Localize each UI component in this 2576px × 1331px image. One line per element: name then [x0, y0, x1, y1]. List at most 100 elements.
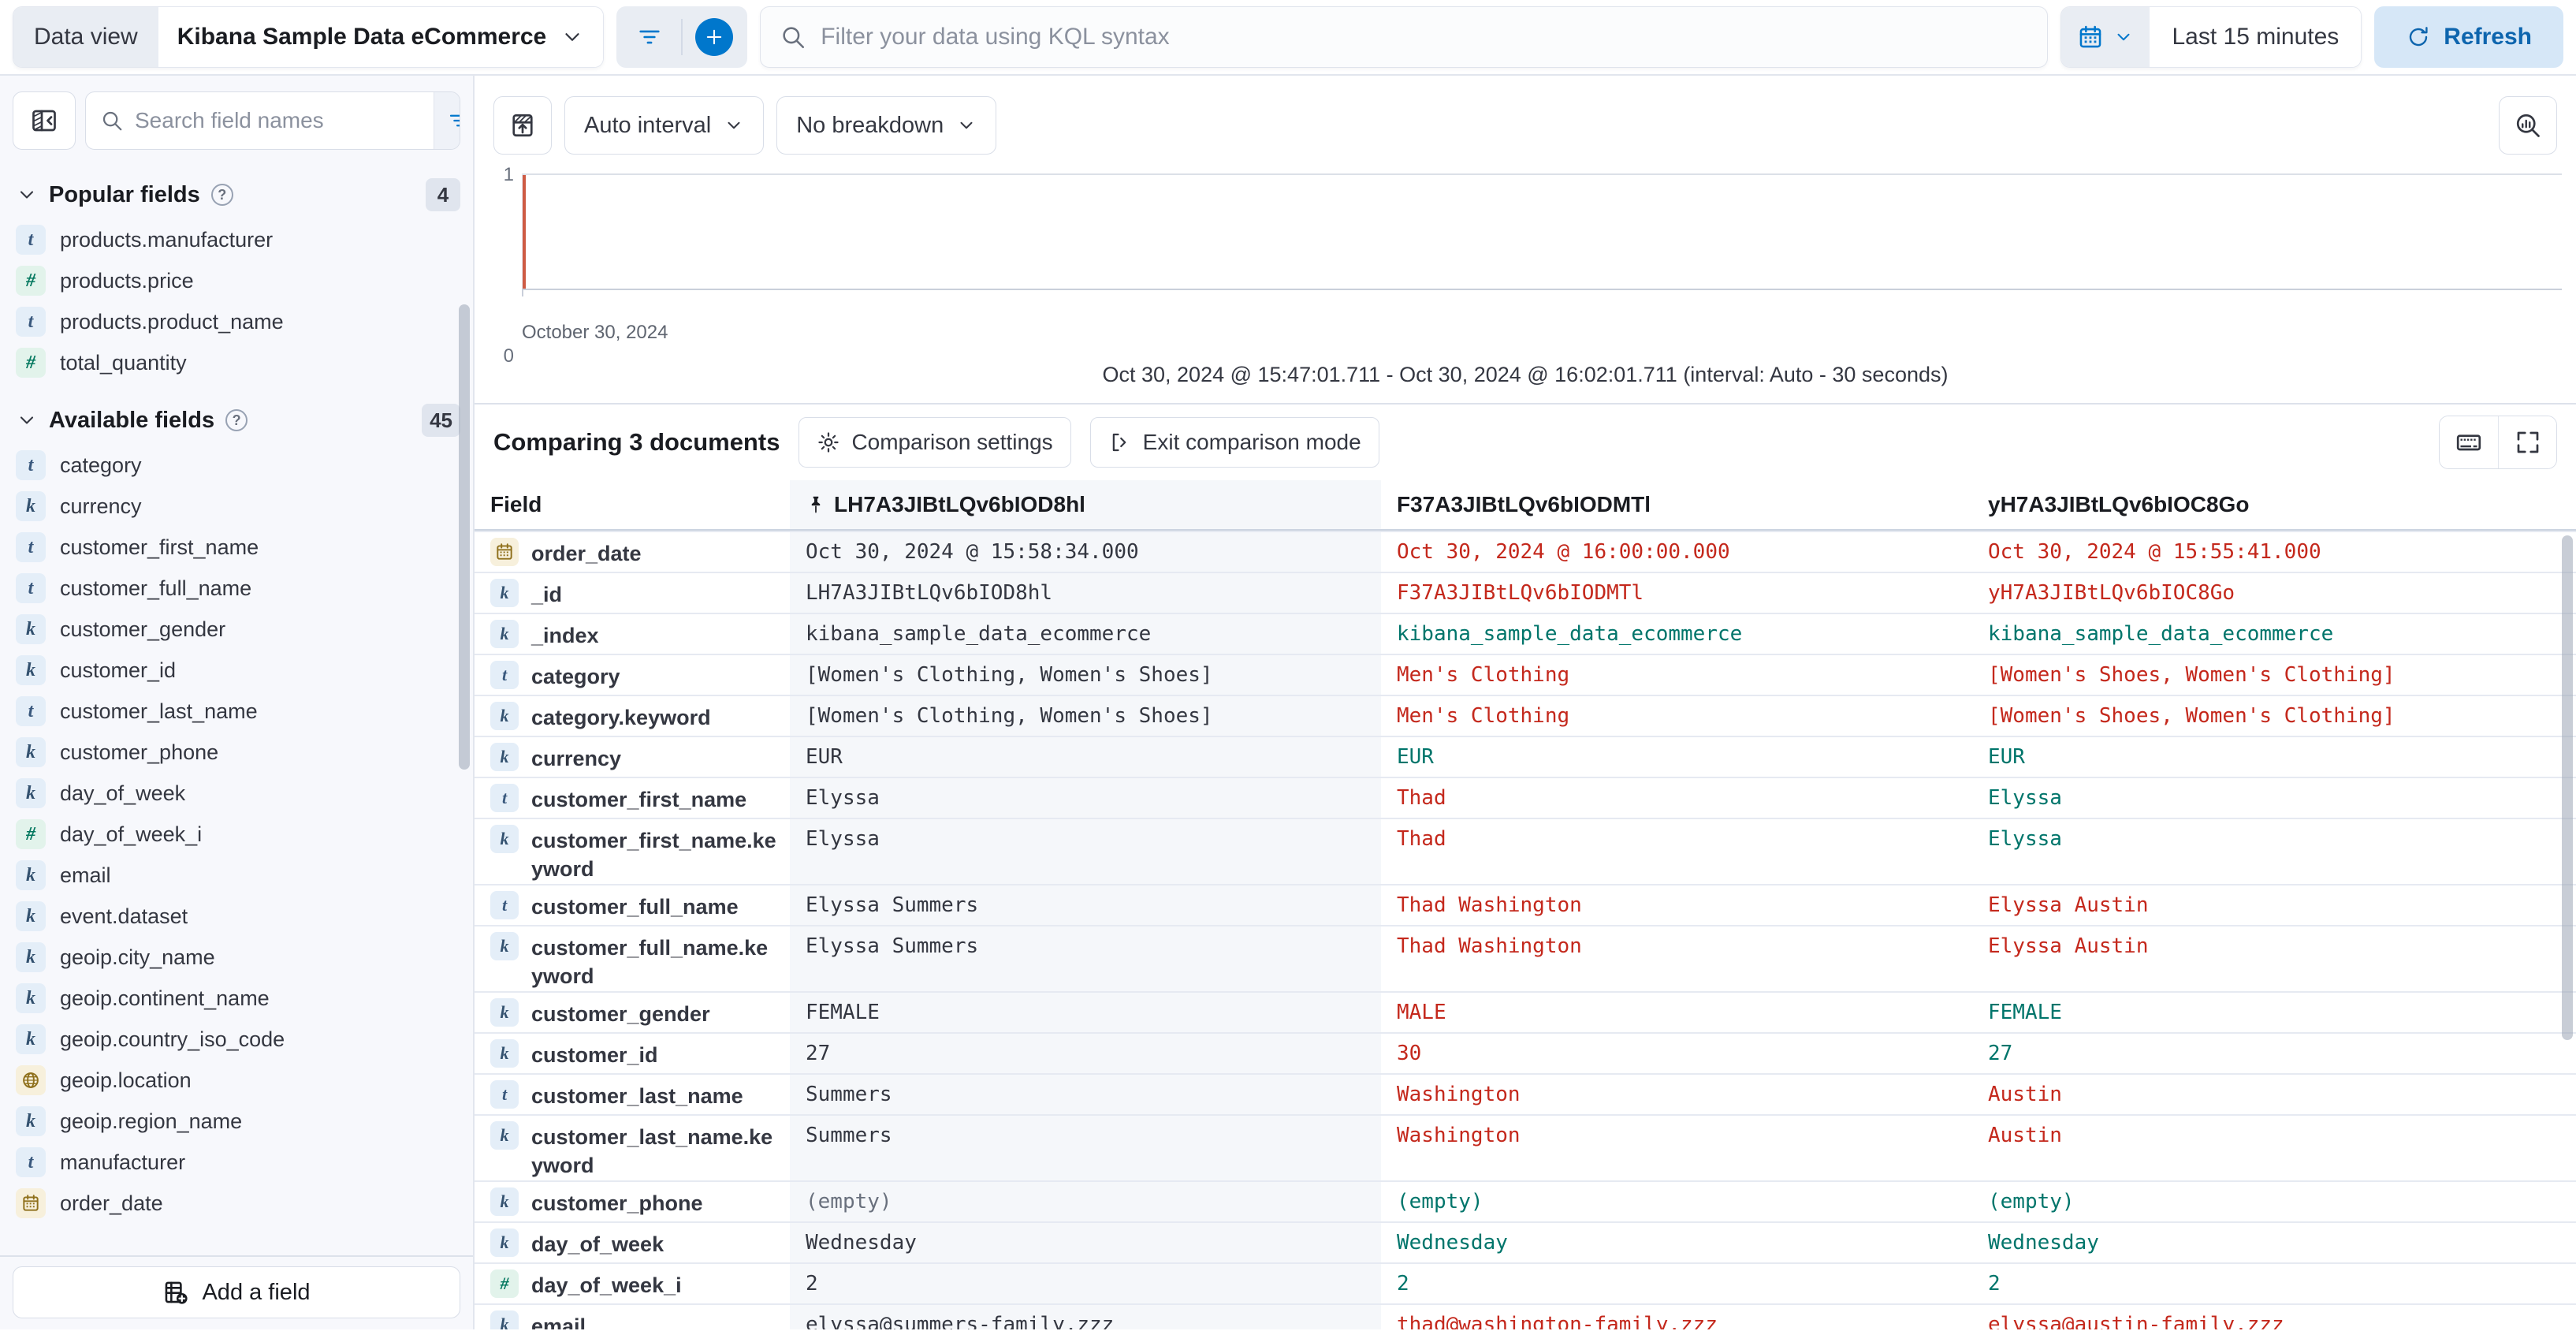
value-cell[interactable]: Elyssa	[790, 778, 1381, 818]
value-cell[interactable]: Thad Washington	[1381, 926, 1972, 991]
field-cell[interactable]: k customer_id	[475, 1034, 790, 1073]
value-cell[interactable]: Washington	[1381, 1075, 1972, 1114]
field-cell[interactable]: k customer_full_name.keyword	[475, 926, 790, 991]
value-cell[interactable]: FEMALE	[1972, 993, 2576, 1032]
value-cell[interactable]: Elyssa	[790, 819, 1381, 884]
value-cell[interactable]: Wednesday	[790, 1222, 1381, 1262]
value-cell[interactable]: 2	[790, 1263, 1381, 1303]
sidebar-field-item[interactable]: t customer_last_name	[0, 691, 473, 732]
date-quick-select[interactable]	[2061, 7, 2150, 67]
value-cell[interactable]: Elyssa Summers	[790, 885, 1381, 925]
value-cell[interactable]: Oct 30, 2024 @ 15:58:34.000	[790, 532, 1381, 572]
sidebar-field-item[interactable]: t category	[0, 445, 473, 486]
breakdown-select[interactable]: No breakdown	[776, 96, 997, 155]
time-range-picker[interactable]: Last 15 minutes	[2060, 6, 2362, 68]
value-cell[interactable]: Oct 30, 2024 @ 16:00:00.000	[1381, 532, 1972, 572]
sidebar-field-item[interactable]: # day_of_week_i	[0, 814, 473, 855]
field-cell[interactable]: t category	[475, 655, 790, 695]
filter-menu-button[interactable]	[624, 12, 675, 62]
field-cell[interactable]: t customer_first_name	[475, 778, 790, 818]
value-cell[interactable]: [Women's Clothing, Women's Shoes]	[790, 696, 1381, 736]
value-cell[interactable]: FEMALE	[790, 992, 1381, 1032]
value-cell[interactable]: Elyssa	[1972, 819, 2576, 884]
value-cell[interactable]: Men's Clothing	[1381, 655, 1972, 695]
sidebar-field-item[interactable]: k currency	[0, 486, 473, 527]
data-view-value[interactable]: Kibana Sample Data eCommerce	[158, 7, 604, 67]
field-cell[interactable]: k currency	[475, 737, 790, 777]
value-cell[interactable]: Elyssa Austin	[1972, 926, 2576, 991]
sidebar-field-item[interactable]: t manufacturer	[0, 1142, 473, 1183]
sidebar-field-item[interactable]: k event.dataset	[0, 896, 473, 937]
sidebar-field-item[interactable]: k geoip.region_name	[0, 1101, 473, 1142]
sidebar-field-item[interactable]: k geoip.continent_name	[0, 978, 473, 1019]
sidebar-field-item[interactable]: order_date	[0, 1183, 473, 1224]
value-cell[interactable]: (empty)	[1381, 1182, 1972, 1221]
value-cell[interactable]: Wednesday	[1381, 1223, 1972, 1262]
kql-query-bar[interactable]	[760, 6, 2049, 68]
sidebar-field-item[interactable]: k day_of_week	[0, 773, 473, 814]
sidebar-field-item[interactable]: t customer_first_name	[0, 527, 473, 568]
field-cell[interactable]: t customer_last_name	[475, 1075, 790, 1114]
value-cell[interactable]: (empty)	[1972, 1182, 2576, 1221]
value-cell[interactable]: Thad	[1381, 819, 1972, 884]
plot-area[interactable]	[522, 173, 2562, 289]
sidebar-field-item[interactable]: k geoip.country_iso_code	[0, 1019, 473, 1060]
field-filter-button[interactable]: 0	[434, 92, 460, 149]
column-header-doc3[interactable]: yH7A3JIBtLQv6bIOC8Go	[1988, 492, 2250, 516]
field-cell[interactable]: # day_of_week_i	[475, 1264, 790, 1303]
field-search-input[interactable]	[135, 108, 419, 133]
sidebar-field-item[interactable]: t products.product_name	[0, 301, 473, 342]
value-cell[interactable]: EUR	[1381, 737, 1972, 777]
value-cell[interactable]: elyssa@summers-family.zzz	[790, 1304, 1381, 1329]
field-search-area[interactable]	[86, 108, 434, 133]
sidebar-field-item[interactable]: k customer_gender	[0, 609, 473, 650]
field-cell[interactable]: k customer_phone	[475, 1182, 790, 1221]
value-cell[interactable]: [Women's Shoes, Women's Clothing]	[1972, 696, 2576, 736]
sidebar-field-item[interactable]: k customer_phone	[0, 732, 473, 773]
table-scrollbar[interactable]	[2562, 535, 2573, 1040]
field-cell[interactable]: k _index	[475, 614, 790, 654]
comparison-settings-button[interactable]: Comparison settings	[798, 417, 1071, 468]
value-cell[interactable]: Elyssa Summers	[790, 926, 1381, 991]
refresh-button[interactable]: Refresh	[2374, 6, 2563, 68]
value-cell[interactable]: elyssa@austin-family.zzz	[1972, 1305, 2576, 1329]
available-fields-header[interactable]: Available fields ? 45	[0, 383, 473, 445]
sidebar-scrollbar[interactable]	[459, 304, 470, 770]
sidebar-field-item[interactable]: geoip.location	[0, 1060, 473, 1101]
column-header-doc2[interactable]: F37A3JIBtLQv6bIODMTl	[1397, 492, 1651, 516]
value-cell[interactable]: 2	[1972, 1264, 2576, 1303]
sidebar-field-item[interactable]: t products.manufacturer	[0, 219, 473, 260]
value-cell[interactable]: Elyssa Austin	[1972, 885, 2576, 925]
value-cell[interactable]: Summers	[790, 1074, 1381, 1114]
value-cell[interactable]: Austin	[1972, 1116, 2576, 1180]
collapse-sidebar-button[interactable]	[13, 91, 76, 150]
field-cell[interactable]: k category.keyword	[475, 696, 790, 736]
sidebar-field-item[interactable]: # total_quantity	[0, 342, 473, 383]
value-cell[interactable]: Austin	[1972, 1075, 2576, 1114]
keyboard-shortcuts-button[interactable]	[2440, 416, 2498, 468]
hide-chart-button[interactable]	[493, 96, 552, 155]
field-cell[interactable]: k customer_gender	[475, 993, 790, 1032]
field-cell[interactable]: order_date	[475, 532, 790, 572]
kql-input[interactable]	[821, 24, 2029, 50]
field-cell[interactable]: k customer_last_name.keyword	[475, 1116, 790, 1180]
sidebar-field-item[interactable]: t customer_full_name	[0, 568, 473, 609]
value-cell[interactable]: 27	[790, 1033, 1381, 1073]
value-cell[interactable]: Thad Washington	[1381, 885, 1972, 925]
value-cell[interactable]: [Women's Shoes, Women's Clothing]	[1972, 655, 2576, 695]
fullscreen-button[interactable]	[2498, 416, 2556, 468]
edit-visualization-button[interactable]	[2499, 96, 2557, 155]
value-cell[interactable]: 27	[1972, 1034, 2576, 1073]
data-view-picker[interactable]: Data view Kibana Sample Data eCommerce	[13, 6, 605, 68]
value-cell[interactable]: Elyssa	[1972, 778, 2576, 818]
value-cell[interactable]: kibana_sample_data_ecommerce	[1381, 614, 1972, 654]
value-cell[interactable]: LH7A3JIBtLQv6bIOD8hl	[790, 573, 1381, 613]
sidebar-field-item[interactable]: # products.price	[0, 260, 473, 301]
value-cell[interactable]: EUR	[1972, 737, 2576, 777]
value-cell[interactable]: yH7A3JIBtLQv6bIOC8Go	[1972, 573, 2576, 613]
add-field-button[interactable]: Add a field	[13, 1266, 460, 1318]
field-cell[interactable]: k day_of_week	[475, 1223, 790, 1262]
value-cell[interactable]: [Women's Clothing, Women's Shoes]	[790, 655, 1381, 695]
value-cell[interactable]: Men's Clothing	[1381, 696, 1972, 736]
exit-comparison-button[interactable]: Exit comparison mode	[1089, 417, 1379, 468]
